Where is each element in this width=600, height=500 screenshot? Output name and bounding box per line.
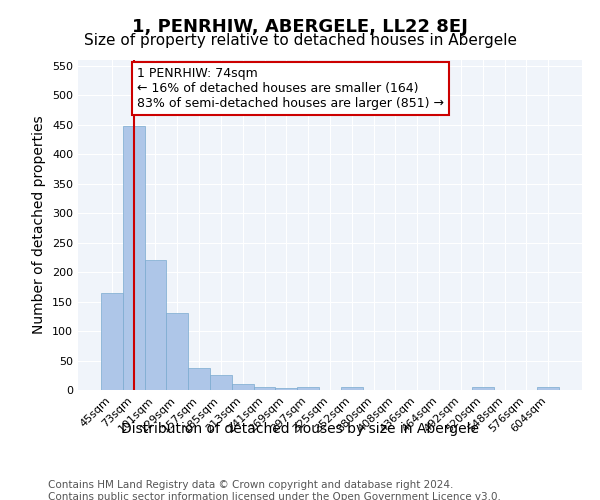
Bar [472, 387, 494, 390]
Bar [232, 384, 254, 390]
Text: 1, PENRHIW, ABERGELE, LL22 8EJ: 1, PENRHIW, ABERGELE, LL22 8EJ [132, 18, 468, 36]
Bar [297, 387, 319, 390]
Bar [537, 387, 559, 390]
Text: Size of property relative to detached houses in Abergele: Size of property relative to detached ho… [83, 32, 517, 48]
Y-axis label: Number of detached properties: Number of detached properties [32, 116, 46, 334]
Bar [254, 387, 275, 390]
Bar [210, 376, 232, 390]
Bar [188, 368, 210, 390]
Bar [145, 260, 166, 390]
Bar [166, 314, 188, 390]
Bar [101, 293, 123, 390]
Text: Contains HM Land Registry data © Crown copyright and database right 2024.
Contai: Contains HM Land Registry data © Crown c… [48, 480, 501, 500]
Bar [341, 387, 363, 390]
Text: 1 PENRHIW: 74sqm
← 16% of detached houses are smaller (164)
83% of semi-detached: 1 PENRHIW: 74sqm ← 16% of detached house… [137, 67, 444, 110]
Bar [123, 126, 145, 390]
Text: Distribution of detached houses by size in Abergele: Distribution of detached houses by size … [121, 422, 479, 436]
Bar [275, 388, 297, 390]
